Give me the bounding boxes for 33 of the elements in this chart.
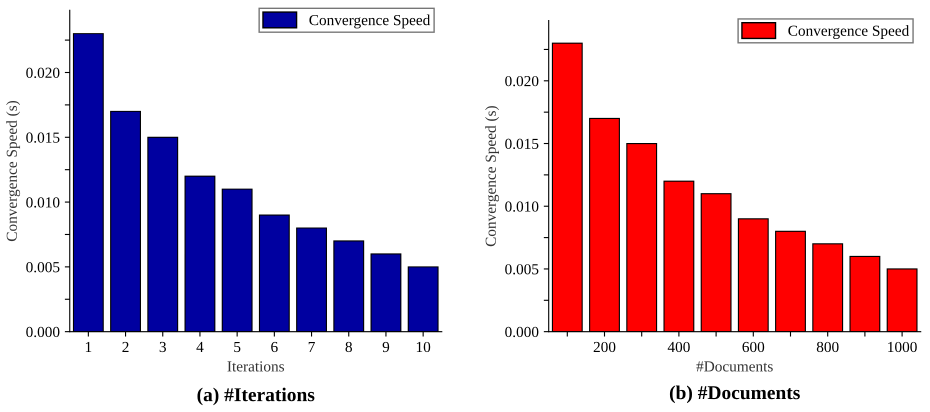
- y-tick-label: 0.015: [505, 138, 538, 150]
- x-tick-label: 2: [122, 342, 129, 352]
- y-axis-title: Convergence Speed (s): [6, 100, 20, 242]
- y-tick-label: 0.005: [505, 264, 538, 274]
- x-axis-title: #Documents: [696, 361, 773, 372]
- y-tick-label: 0.000: [505, 326, 538, 338]
- x-tick-label: 4: [196, 342, 204, 352]
- y-axis-title: Convergence Speed (s): [485, 106, 500, 246]
- x-tick-label: 7: [308, 342, 315, 352]
- x-axis-title: Iterations: [227, 361, 284, 372]
- y-tick-label: 0.015: [26, 132, 60, 143]
- x-tick-label: 200: [594, 342, 616, 352]
- legend-label: Convergence Speed: [309, 14, 430, 28]
- x-tick-label: 600: [742, 342, 764, 352]
- x-tick-label: 1: [86, 342, 92, 352]
- y-tick-label: 0.010: [505, 201, 538, 212]
- y-tick-label: 0.020: [26, 68, 60, 78]
- x-tick-label: 3: [160, 342, 166, 352]
- x-tick-label: 10: [416, 342, 430, 352]
- x-tick-label: 400: [668, 342, 690, 352]
- legend-label: Convergence Speed: [788, 25, 910, 40]
- text: (a) #Iterations: [197, 388, 314, 406]
- x-tick-label: 8: [346, 342, 352, 352]
- text: (b) #Documents: [670, 386, 800, 404]
- x-tick-label: 9: [382, 342, 390, 352]
- y-tick-label: 0.005: [26, 262, 60, 272]
- x-tick-label: 5: [234, 342, 240, 352]
- x-tick-label: 800: [816, 342, 839, 352]
- y-tick-label: 0.010: [26, 197, 60, 208]
- x-tick-label: 6: [271, 342, 278, 352]
- y-tick-label: 0.000: [26, 326, 60, 338]
- x-tick-label: 1000: [888, 342, 917, 352]
- y-tick-label: 0.020: [505, 76, 538, 86]
